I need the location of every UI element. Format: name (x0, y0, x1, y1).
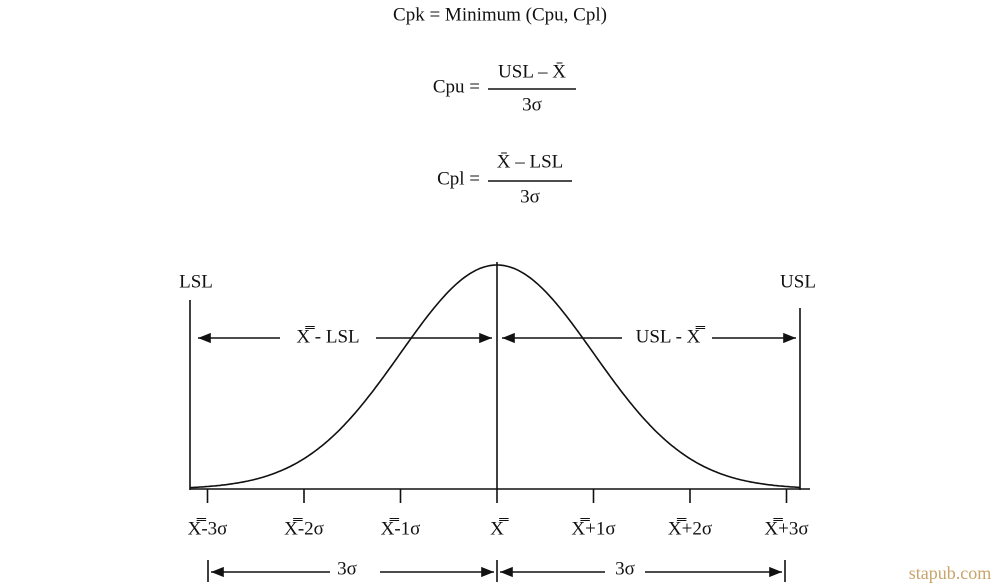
cpu-denominator: 3σ (522, 94, 542, 115)
bottom-right-label: 3σ (615, 558, 635, 579)
tick-label: X̿-3σ (188, 517, 228, 539)
tick-label: X̿-2σ (284, 517, 324, 539)
cpl-lhs: Cpl = (437, 168, 480, 189)
left-span-label: X̿ - LSL (296, 325, 359, 347)
cpl-denominator: 3σ (520, 186, 540, 207)
usl-label: USL (780, 271, 816, 292)
cpu-numerator: USL – X̄ (498, 61, 566, 82)
cpk-formula: Cpk = Minimum (Cpu, Cpl) (393, 4, 607, 25)
tick-label: X̿-1σ (381, 517, 421, 539)
right-span-label: USL - X̿ (636, 325, 706, 347)
cpl-numerator: X̄ – LSL (497, 151, 564, 172)
tick-label: X̿+3σ (764, 517, 808, 539)
normal-curve (189, 264, 801, 489)
tick-label: X̿+2σ (668, 517, 712, 539)
watermark: stapub.com (909, 563, 992, 583)
tick-label: X̿ (490, 517, 509, 539)
bottom-left-label: 3σ (337, 558, 357, 579)
tick-label: X̿+1σ (571, 517, 615, 539)
cpu-lhs: Cpu = (433, 76, 480, 97)
lsl-label: LSL (179, 271, 213, 292)
